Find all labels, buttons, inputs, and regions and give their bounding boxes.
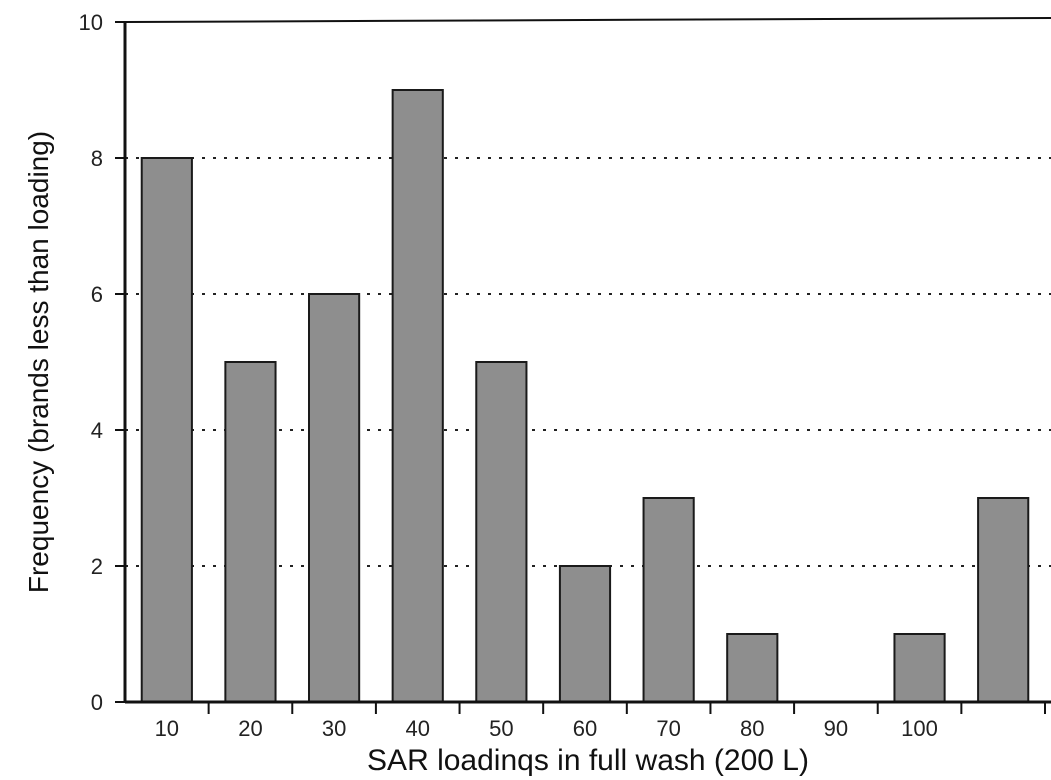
y-tick-label-0: 0 [91,690,103,715]
y-tick-labels: 0 2 4 6 8 10 [79,10,125,715]
y-tick-label-8: 8 [91,146,103,171]
y-axis-title: Frequency (brands less than loading) [23,131,54,593]
bar-last [977,497,1030,703]
axes [123,17,1051,704]
y-tick-label-10: 10 [79,10,103,35]
bar-10 [140,157,193,703]
top-frame-line [124,17,1051,23]
y-tick-label-2: 2 [91,554,103,579]
bar-30 [308,293,361,703]
y-tick-label-4: 4 [91,418,103,443]
x-tick-labels: 10 20 30 40 50 60 70 80 90 100 [155,702,1046,741]
x-tick-label-30: 30 [322,716,346,741]
bar-100 [893,633,946,703]
bar-70 [642,497,695,703]
x-tick-label-80: 80 [740,716,764,741]
x-tick-label-50: 50 [489,716,513,741]
bar-60 [558,565,612,703]
bar-80 [726,633,779,703]
bar-20 [224,361,277,703]
bars [140,89,1030,703]
bar-50 [475,361,528,703]
x-tick-label-100: 100 [901,716,938,741]
x-tick-label-20: 20 [238,716,262,741]
bar-40 [391,89,444,703]
x-tick-label-60: 60 [573,716,597,741]
x-tick-label-70: 70 [656,716,680,741]
y-tick-label-6: 6 [91,282,103,307]
x-tick-label-10: 10 [155,716,179,741]
x-axis-title: SAR loadinqs in full wash (200 L) [367,744,809,777]
x-tick-label-40: 40 [405,716,429,741]
x-tick-label-90: 90 [824,716,848,741]
